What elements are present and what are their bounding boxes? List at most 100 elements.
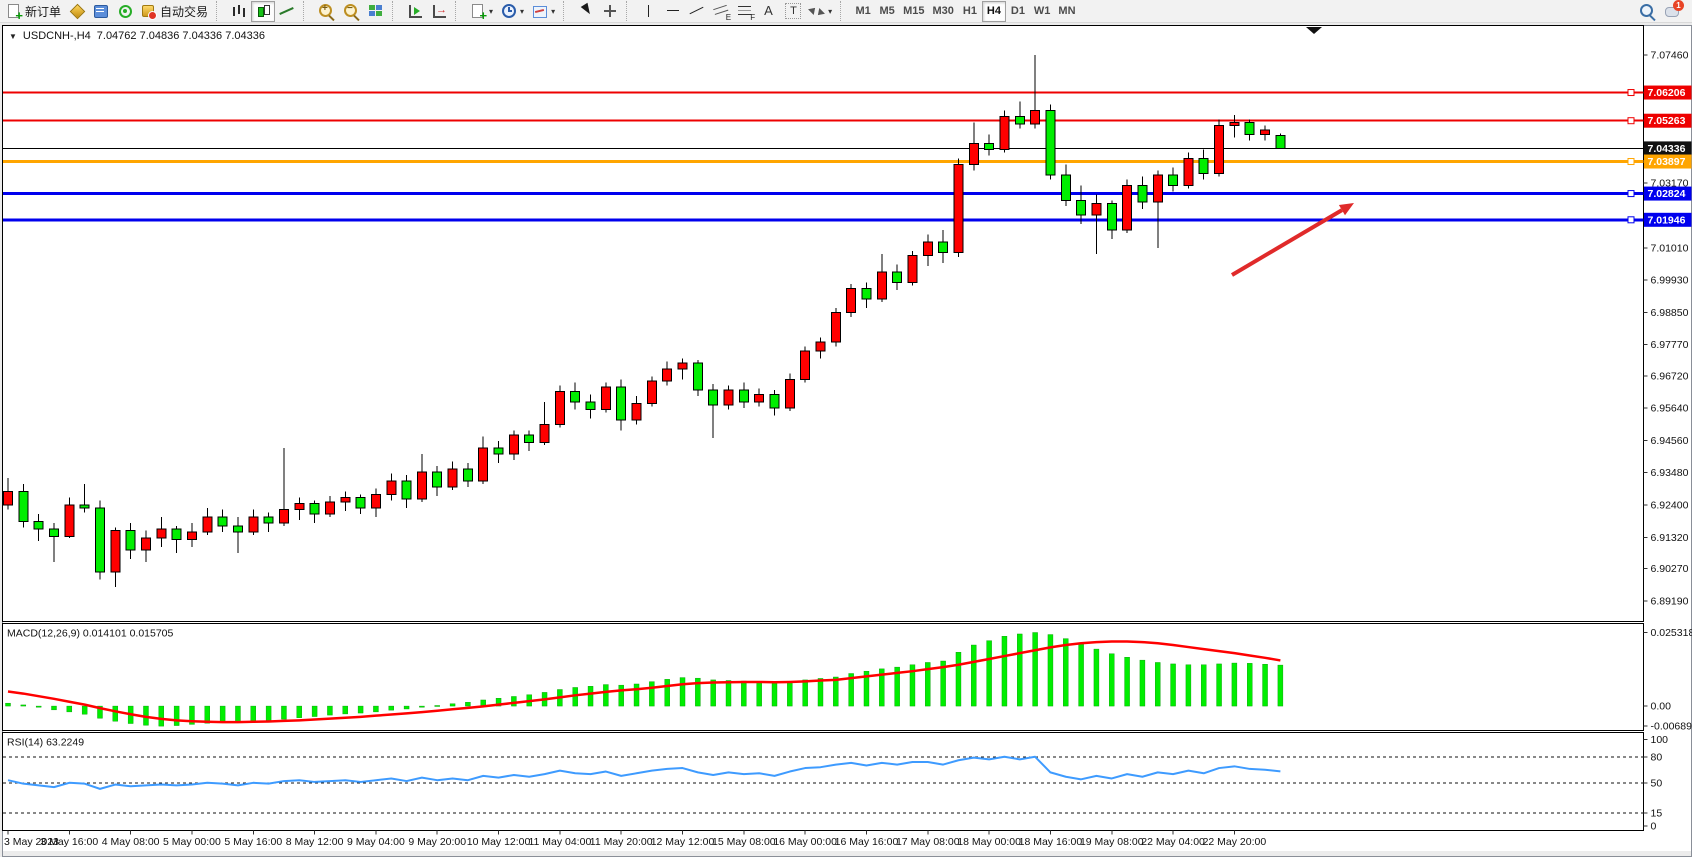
vertical-line-button[interactable]	[637, 1, 661, 22]
horizontal-line-button[interactable]	[661, 1, 685, 22]
new-order-button[interactable]: 新订单	[2, 1, 65, 22]
crosshair-icon	[602, 3, 618, 19]
arrows-button[interactable]: ▾	[805, 1, 836, 22]
hline-7.06206[interactable]: 7.06206	[3, 85, 1692, 100]
text-button[interactable]	[757, 1, 781, 22]
candle	[186, 522, 197, 547]
candle	[1045, 104, 1056, 180]
periods-button[interactable]: ▾	[497, 1, 528, 22]
chart-canvas[interactable]: 7.074607.031707.010106.999306.988506.977…	[2, 25, 1692, 857]
indicators-dropdown-icon[interactable]: ▾	[489, 6, 494, 16]
candle	[677, 358, 688, 380]
cursor-button[interactable]	[574, 1, 598, 22]
timeframe-h1-button[interactable]: H1	[958, 1, 982, 22]
hline-7.02824[interactable]: 7.02824	[3, 186, 1692, 201]
timeframe-m15-button[interactable]: M15	[899, 1, 928, 22]
timeframe-m15-label: M15	[903, 5, 925, 17]
tile-windows-button[interactable]	[364, 1, 388, 22]
arrows-dropdown-icon[interactable]: ▾	[828, 6, 833, 16]
price-tag: 7.04336	[1648, 143, 1686, 155]
timeframe-mn-button[interactable]: MN	[1054, 1, 1079, 22]
hline-7.03897[interactable]: 7.03897	[3, 154, 1692, 169]
templates-button[interactable]: ▾	[528, 1, 559, 22]
indicators-button[interactable]: ▾	[466, 1, 497, 22]
date-axis-label: 3 May 2023	[4, 836, 59, 848]
signals-icon	[117, 3, 133, 19]
hline-7.05263[interactable]: 7.05263	[3, 113, 1692, 128]
trendline-button[interactable]	[685, 1, 709, 22]
candle	[723, 385, 734, 410]
candle	[738, 382, 749, 408]
candle	[876, 254, 887, 302]
auto-trading-label: 自动交易	[160, 4, 209, 19]
equidistant-channel-icon	[713, 3, 731, 22]
chart-shift-button[interactable]	[427, 1, 451, 22]
candle	[462, 463, 473, 488]
search-button[interactable]	[1635, 1, 1660, 22]
chart-shift-marker[interactable]	[1306, 27, 1322, 34]
zoom-out-button[interactable]	[339, 1, 364, 22]
timeframe-m30-label: M30	[932, 5, 954, 17]
notifications-button[interactable]: 1	[1660, 0, 1684, 22]
price-axis-tick: 6.94560	[1651, 435, 1689, 447]
auto-trading-button[interactable]: 自动交易	[137, 1, 212, 22]
hline-7.01946[interactable]: 7.01946	[3, 212, 1692, 227]
templates-icon	[532, 3, 548, 19]
templates-dropdown-icon[interactable]: ▾	[551, 6, 556, 16]
tile-windows-icon	[368, 3, 384, 19]
horizontal-line-icon	[665, 3, 681, 19]
periods-dropdown-icon[interactable]: ▾	[520, 6, 525, 16]
signals-button[interactable]	[113, 1, 137, 22]
price-axis-tick: 6.97770	[1651, 339, 1689, 351]
candle	[48, 522, 59, 562]
bar-chart-button[interactable]	[227, 1, 251, 22]
macd-label: MACD(12,26,9) 0.014101 0.015705	[7, 628, 174, 640]
candle	[33, 513, 44, 541]
trend-arrow-annotation[interactable]	[1230, 203, 1354, 277]
notifications-icon: 1	[1664, 0, 1684, 19]
macd-pane: MACD(12,26,9) 0.014101 0.015705 0.025318 0…	[5, 627, 1692, 733]
candle	[953, 158, 964, 258]
date-axis-label: 9 May 04:00	[347, 836, 405, 848]
crosshair-button[interactable]	[598, 1, 622, 22]
market-watch-button[interactable]	[89, 1, 113, 22]
price-axis-tick: 6.91320	[1651, 532, 1689, 544]
text-label-button[interactable]	[781, 1, 805, 22]
fibonacci-button[interactable]	[733, 1, 757, 22]
candle	[784, 373, 795, 411]
candle	[386, 473, 397, 501]
auto-scroll-icon	[407, 3, 423, 19]
timeframe-h4-button[interactable]: H4	[981, 0, 1006, 22]
line-chart-button[interactable]	[275, 1, 299, 22]
candle	[815, 337, 826, 359]
candle	[662, 361, 673, 386]
candle	[309, 500, 320, 523]
date-axis-label: 19 May 08:00	[1080, 836, 1144, 848]
candlestick-chart-button[interactable]	[251, 0, 276, 22]
candle	[754, 388, 765, 407]
candle	[294, 497, 305, 520]
candle	[324, 496, 335, 517]
candle	[1229, 115, 1240, 138]
timeframe-d1-button[interactable]: D1	[1006, 1, 1030, 22]
zoom-in-icon	[319, 3, 333, 17]
toolbar: 新订单 自动交易 ▾ ▾ ▾ ▾ M1 M5 M15 M30 H1 H4 D1 W1 MN 1	[0, 0, 1692, 23]
candle	[800, 346, 811, 383]
timeframe-m30-button[interactable]: M30	[929, 1, 958, 22]
price-axis-tick: 6.89190	[1651, 595, 1689, 607]
zoom-in-button[interactable]	[314, 1, 339, 22]
auto-scroll-button[interactable]	[403, 1, 427, 22]
candle	[769, 389, 780, 416]
timeframe-m5-button[interactable]: M5	[875, 1, 899, 22]
chart-profile-button[interactable]	[65, 1, 89, 22]
price-axis-tick: 6.96720	[1651, 370, 1689, 382]
timeframe-m1-button[interactable]: M1	[851, 1, 875, 22]
chart-menu-icon[interactable]: ▼	[9, 31, 17, 41]
timeframe-w1-label: W1	[1033, 5, 1051, 17]
equidistant-channel-button[interactable]	[709, 1, 733, 22]
candle	[830, 307, 841, 347]
toolbar-separator	[392, 1, 400, 21]
price-axis-tick: 7.01010	[1651, 242, 1689, 254]
candle	[171, 525, 182, 553]
timeframe-w1-button[interactable]: W1	[1030, 1, 1055, 22]
